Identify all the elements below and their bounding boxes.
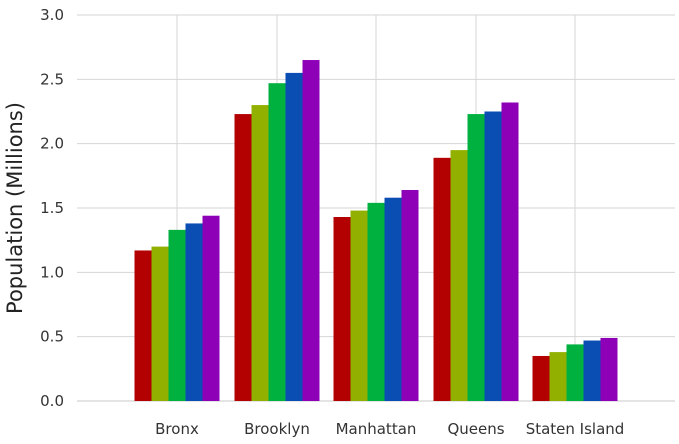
bars [134,60,618,402]
bar [484,111,502,401]
bar [234,114,252,401]
bar [268,83,286,402]
bar [583,340,601,401]
y-tick-label: 1.0 [40,263,64,281]
bar [532,355,550,401]
bar [600,337,618,401]
bar [168,229,186,401]
bar [333,217,351,401]
bar [185,223,203,401]
bar [251,105,269,402]
y-tick-label: 2.0 [40,135,64,153]
bar [433,157,451,401]
y-tick-label: 3.0 [40,6,64,24]
x-tick-label: Manhattan [336,420,417,438]
y-axis-title: Population (Millions) [3,102,27,314]
y-tick-label: 1.5 [40,199,64,217]
bar [367,202,385,401]
bar [350,210,368,401]
x-tick-label: Brooklyn [244,420,310,438]
x-tick-label: Staten Island [526,420,625,438]
bar [302,60,320,402]
y-tick-label: 2.5 [40,70,64,88]
bar [401,189,419,401]
y-tick-label: 0.0 [40,392,64,410]
y-tick-label: 0.5 [40,328,64,346]
bar [450,150,468,401]
x-tick-label: Bronx [155,420,199,438]
bar [384,197,402,401]
bar [549,352,567,401]
bar [501,102,519,401]
bar [467,114,485,401]
x-axis-ticks: Bronx Brooklyn Manhattan Queens Staten Islan… [155,420,624,438]
bar [134,250,152,401]
bar [151,246,169,401]
bar [566,344,584,401]
y-axis-ticks: 0.0 0.5 1.0 1.5 2.0 2.5 3.0 [40,6,64,410]
x-tick-label: Queens [447,420,504,438]
bar [285,72,303,402]
bar [202,215,220,401]
